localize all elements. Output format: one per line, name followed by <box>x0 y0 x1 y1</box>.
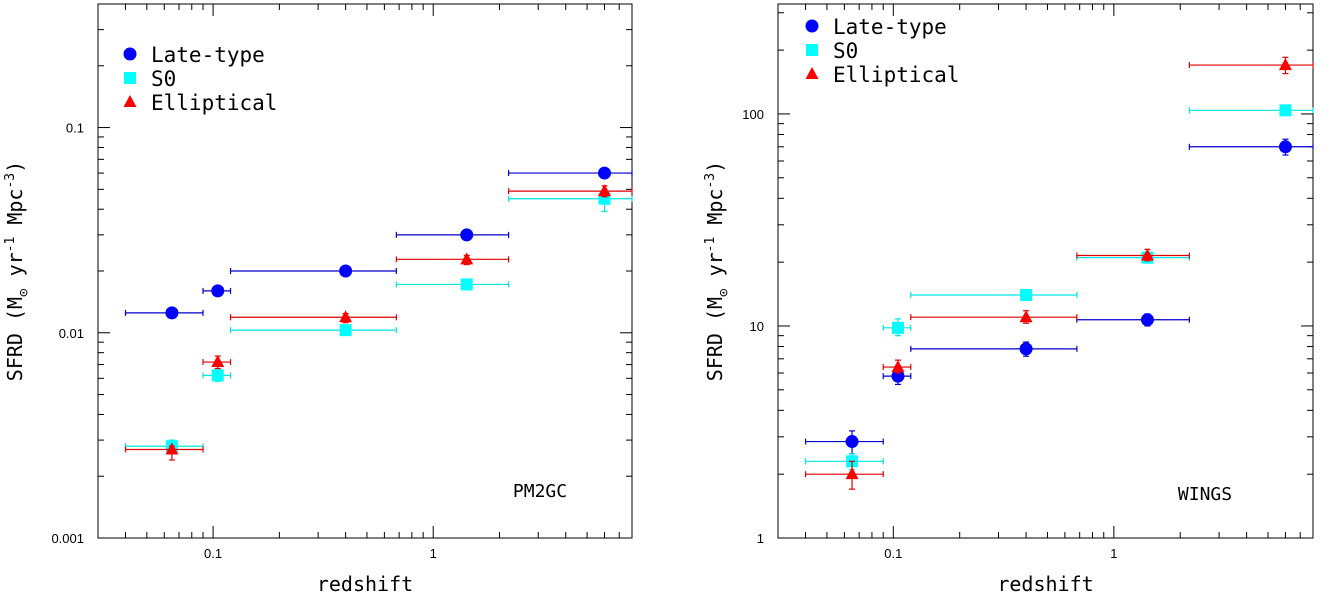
panel-label: PM2GC <box>513 481 567 502</box>
data-point <box>339 264 353 278</box>
y-axis-label: SFRD (M⊙ yr-1 Mpc-3) <box>3 161 32 381</box>
legend-label: S0 <box>833 39 858 63</box>
x-tick-label: 0.1 <box>204 546 222 561</box>
y-tick-label: 1 <box>757 531 764 546</box>
legend-marker <box>805 19 819 33</box>
data-point <box>165 306 179 320</box>
data-point <box>460 278 473 291</box>
legend-label: Late-type <box>151 43 265 67</box>
data-point <box>1278 140 1292 154</box>
legend-label: Elliptical <box>833 63 959 87</box>
series-elliptical <box>804 56 1314 490</box>
data-point <box>1140 313 1154 327</box>
axis-ticks <box>97 3 633 539</box>
legend-marker <box>124 72 136 84</box>
data-point <box>211 355 225 368</box>
data-point <box>1020 288 1033 301</box>
y-tick-label: 10 <box>750 319 764 334</box>
y-axis-label: SFRD (M⊙ yr-1 Mpc-3) <box>703 161 732 381</box>
data-point <box>891 321 904 334</box>
data-point <box>845 435 859 449</box>
y-tick-label: 0.001 <box>51 531 84 546</box>
data-point <box>891 369 905 383</box>
data-point <box>891 360 905 373</box>
y-tick-label: 100 <box>742 107 764 122</box>
panel-pm2gc: 0.1 1 0.001 0.01 0.1 redshift SFRD (M⊙ yr-1 Mp… <box>3 3 633 596</box>
legend-label: Late-type <box>833 15 947 39</box>
series-s0 <box>804 104 1314 471</box>
axis-ticks <box>777 4 1314 539</box>
legend-label: Elliptical <box>151 91 277 115</box>
data-point <box>1019 342 1033 356</box>
panel-wings: 0.1 1 1 10 100 redshift SFRD (M⊙ yr-1 Mpc-3) WI… <box>703 3 1314 596</box>
data-point <box>597 166 611 180</box>
legend-marker <box>806 44 818 56</box>
series-late-type <box>124 166 633 320</box>
data-point <box>211 369 224 382</box>
x-axis-label: redshift <box>317 572 413 596</box>
data-point <box>460 228 474 242</box>
plot-frame <box>777 3 1314 539</box>
data-point <box>339 324 352 337</box>
y-tick-label: 0.1 <box>66 121 84 136</box>
series-s0 <box>124 188 633 453</box>
data-point <box>339 310 353 323</box>
data-point <box>1140 248 1154 261</box>
x-tick-label: 0.1 <box>884 546 902 561</box>
data-point <box>1019 310 1033 323</box>
x-axis-label: redshift <box>997 572 1093 596</box>
data-point <box>1278 58 1292 71</box>
data-point <box>1279 104 1292 117</box>
data-point <box>165 442 179 455</box>
data-point <box>211 284 225 298</box>
series-elliptical <box>124 184 633 461</box>
y-tick-label: 0.01 <box>59 326 84 341</box>
legend-marker <box>123 47 137 61</box>
data-point <box>845 467 859 480</box>
x-tick-label: 1 <box>1110 546 1117 561</box>
panel-label: WINGS <box>1178 484 1232 505</box>
data-point <box>460 252 474 265</box>
series-late-type <box>804 138 1314 455</box>
legend-label: S0 <box>151 67 176 91</box>
legend-marker <box>805 67 819 79</box>
data-point <box>597 184 611 197</box>
x-tick-label: 1 <box>430 546 437 561</box>
legend-marker <box>123 95 137 107</box>
